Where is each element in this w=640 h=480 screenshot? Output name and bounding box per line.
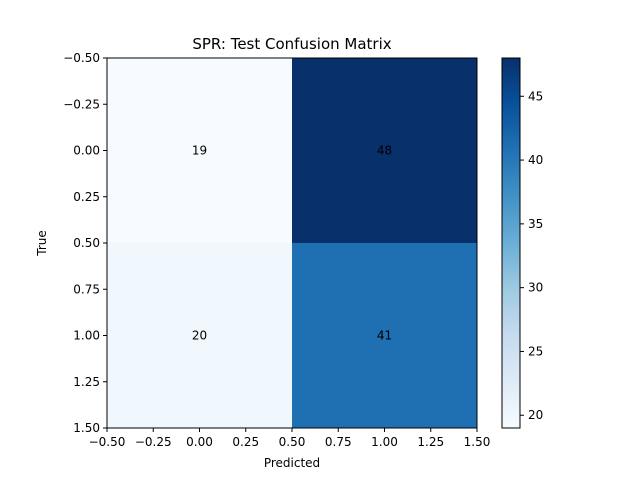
heatmap-cell-0-1 (292, 58, 477, 243)
colorbar: 20 25 30 35 40 45 (501, 57, 543, 429)
cell-value-1-0: 20 (192, 329, 207, 343)
y-tick-label: 1.25 (73, 375, 100, 389)
heatmap-cells (107, 58, 477, 428)
x-axis-label: Predicted (264, 456, 320, 470)
colorbar-tick-label: 35 (528, 217, 543, 231)
y-tick-label: 0.25 (73, 190, 100, 204)
x-tick-label: 0.00 (186, 435, 213, 449)
colorbar-tick-label: 20 (528, 408, 543, 422)
y-tick-label: 0.75 (73, 282, 100, 296)
colorbar-tick-label: 30 (528, 281, 543, 295)
cell-value-1-1: 41 (377, 329, 392, 343)
heatmap-cell-1-1 (292, 243, 477, 428)
y-axis: −0.50 −0.25 0.00 0.25 0.50 0.75 1.00 1.25 1.50 (63, 51, 107, 435)
y-axis-label: True (35, 230, 49, 257)
chart-title: SPR: Test Confusion Matrix (192, 35, 391, 53)
heatmap-cell-0-0 (107, 58, 292, 243)
heatmap-cell-1-0 (107, 243, 292, 428)
colorbar-gradient (501, 57, 521, 429)
x-tick-label: −0.25 (135, 435, 172, 449)
y-tick-label: −0.50 (63, 51, 100, 65)
x-tick-label: 1.25 (417, 435, 444, 449)
y-tick-label: 1.00 (73, 329, 100, 343)
heatmap-cell-labels: 19 48 20 41 (192, 144, 392, 343)
x-axis: −0.50 −0.25 0.00 0.25 0.50 0.75 1.00 1.25 1.50 (89, 428, 491, 449)
y-tick-label: 0.50 (73, 236, 100, 250)
y-tick-label: 0.00 (73, 144, 100, 158)
cell-value-0-0: 19 (192, 144, 207, 158)
x-tick-label: 1.50 (464, 435, 491, 449)
x-tick-label: 0.75 (325, 435, 352, 449)
colorbar-tick-label: 25 (528, 344, 543, 358)
x-tick-label: 0.50 (279, 435, 306, 449)
colorbar-tick-label: 45 (528, 89, 543, 103)
x-tick-label: 0.25 (232, 435, 259, 449)
cell-value-0-1: 48 (377, 144, 392, 158)
x-tick-label: 1.00 (371, 435, 398, 449)
x-tick-label: −0.50 (89, 435, 126, 449)
y-tick-label: 1.50 (73, 421, 100, 435)
colorbar-tick-label: 40 (528, 153, 543, 167)
y-tick-label: −0.25 (63, 97, 100, 111)
